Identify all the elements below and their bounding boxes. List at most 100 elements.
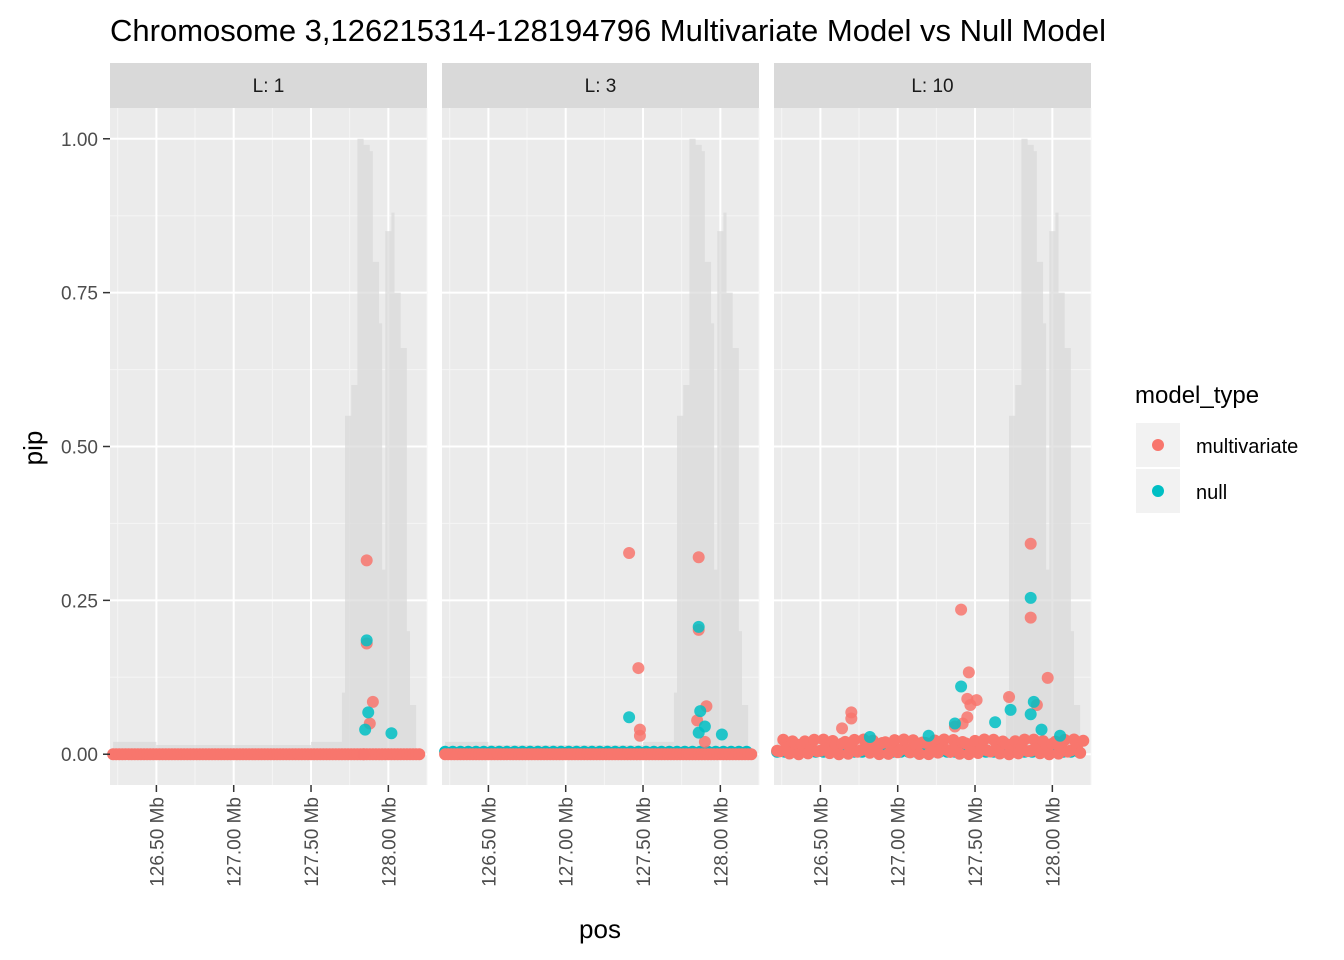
data-point-multivariate-baseline bbox=[1074, 746, 1087, 759]
data-point-null bbox=[692, 726, 705, 739]
data-point-null bbox=[385, 727, 398, 740]
x-tick-label: 126.50 Mb bbox=[479, 797, 500, 887]
data-point-null bbox=[623, 711, 636, 724]
facet-strip-label: L: 1 bbox=[253, 76, 285, 97]
x-tick-label: 127.50 Mb bbox=[634, 797, 655, 887]
facet-strip-label: L: 10 bbox=[911, 76, 953, 97]
data-point-multivariate-baseline bbox=[962, 748, 975, 761]
x-tick-label: 127.50 Mb bbox=[966, 797, 987, 887]
data-point-multivariate-baseline bbox=[1003, 748, 1016, 761]
y-tick-label: 0.00 bbox=[61, 745, 98, 766]
legend-title: model_type bbox=[1135, 382, 1259, 409]
data-point-multivariate-baseline bbox=[1067, 733, 1080, 746]
data-point-null bbox=[1027, 695, 1040, 708]
facet-panel: L: 10 126.50 Mb 127.00 Mb 127.50 Mb 128.00 M… bbox=[771, 63, 1092, 887]
y-tick-label: 1.00 bbox=[61, 130, 98, 151]
data-point-multivariate bbox=[1003, 690, 1016, 703]
x-tick-label: 127.00 Mb bbox=[889, 797, 910, 887]
facet-strip-label: L: 3 bbox=[585, 76, 617, 97]
background-profile bbox=[113, 138, 417, 755]
background-profile bbox=[445, 138, 749, 755]
legend-label: null bbox=[1196, 482, 1227, 504]
x-tick-label: 128.00 Mb bbox=[1043, 797, 1064, 887]
data-point-multivariate-baseline bbox=[832, 748, 845, 761]
data-point-multivariate bbox=[845, 712, 858, 725]
background-profile bbox=[777, 138, 1081, 755]
legend-swatch-multivariate bbox=[1152, 439, 1164, 451]
data-point-multivariate-baseline bbox=[848, 733, 861, 746]
data-point-multivariate-baseline bbox=[897, 733, 910, 746]
data-point-null bbox=[359, 723, 372, 736]
chart-title: Chromosome 3,126215314-128194796 Multiva… bbox=[110, 13, 1106, 48]
data-point-multivariate-baseline bbox=[413, 748, 426, 761]
data-point-null bbox=[1024, 591, 1037, 604]
data-point-null bbox=[1035, 723, 1048, 736]
y-tick-label: 0.75 bbox=[61, 284, 98, 305]
x-tick-label: 128.00 Mb bbox=[379, 797, 400, 887]
data-point-multivariate bbox=[1024, 611, 1037, 624]
x-tick-label: 127.50 Mb bbox=[302, 797, 323, 887]
data-point-null bbox=[955, 680, 968, 693]
data-point-multivariate bbox=[836, 722, 849, 735]
data-point-null bbox=[948, 717, 961, 730]
data-point-multivariate-baseline bbox=[938, 733, 951, 746]
facet-panel: L: 3 126.50 Mb 127.00 Mb 127.50 Mb 128.00 Mb bbox=[439, 63, 760, 887]
data-point-multivariate-baseline bbox=[978, 733, 991, 746]
data-point-multivariate bbox=[623, 546, 636, 559]
data-point-multivariate-baseline bbox=[1043, 748, 1056, 761]
x-tick-label: 126.50 Mb bbox=[147, 797, 168, 887]
data-point-multivariate bbox=[357, 748, 370, 761]
data-point-null bbox=[360, 634, 373, 647]
y-axis-label: pip bbox=[18, 431, 48, 466]
x-tick-label: 127.00 Mb bbox=[225, 797, 246, 887]
y-tick-label: 0.50 bbox=[61, 438, 98, 459]
x-tick-label: 127.00 Mb bbox=[557, 797, 578, 887]
data-point-multivariate bbox=[964, 698, 977, 711]
facet-strip bbox=[110, 63, 427, 108]
data-point-multivariate-baseline bbox=[808, 733, 821, 746]
data-point-null bbox=[989, 716, 1002, 729]
x-tick-label: 128.00 Mb bbox=[711, 797, 732, 887]
data-point-multivariate bbox=[632, 662, 645, 675]
legend: model_type multivariate null bbox=[1135, 382, 1298, 513]
y-tick-label: 0.25 bbox=[61, 591, 98, 612]
data-point-multivariate-baseline bbox=[1018, 733, 1031, 746]
legend-label: multivariate bbox=[1196, 436, 1298, 458]
data-point-multivariate-baseline bbox=[913, 747, 926, 760]
data-point-multivariate bbox=[633, 729, 646, 742]
x-tick-label: 126.50 Mb bbox=[811, 797, 832, 887]
data-point-multivariate-baseline bbox=[873, 748, 886, 761]
data-point-null bbox=[1024, 708, 1037, 721]
data-point-multivariate bbox=[366, 695, 379, 708]
facet-strip bbox=[442, 63, 759, 108]
data-point-multivariate bbox=[1041, 671, 1054, 684]
data-point-multivariate bbox=[955, 603, 968, 616]
facet-panel: L: 1 126.50 Mb 127.00 Mb 127.50 Mb 128.00 Mb bbox=[107, 63, 428, 887]
data-point-multivariate bbox=[962, 666, 975, 679]
facet-strip bbox=[774, 63, 1091, 108]
data-point-multivariate-baseline bbox=[783, 747, 796, 760]
x-axis-label: pos bbox=[579, 914, 621, 944]
data-point-null bbox=[1004, 703, 1017, 716]
data-point-multivariate-baseline bbox=[993, 747, 1006, 760]
data-point-null bbox=[694, 705, 707, 718]
data-point-null bbox=[922, 729, 935, 742]
data-point-multivariate-baseline bbox=[792, 748, 805, 761]
facet-panels: L: 1 126.50 Mb 127.00 Mb 127.50 Mb 128.00 Mb… bbox=[61, 63, 1092, 887]
data-point-multivariate bbox=[1024, 537, 1037, 550]
data-point-null bbox=[863, 730, 876, 743]
data-point-multivariate-baseline bbox=[823, 747, 836, 760]
legend-swatch-null bbox=[1152, 485, 1164, 497]
data-point-multivariate-baseline bbox=[745, 748, 758, 761]
data-point-multivariate-baseline bbox=[1077, 734, 1090, 747]
data-point-null bbox=[362, 706, 375, 719]
data-point-null bbox=[692, 620, 705, 633]
data-point-multivariate-baseline bbox=[953, 747, 966, 760]
data-point-multivariate-baseline bbox=[1033, 747, 1046, 760]
data-point-null bbox=[1054, 729, 1067, 742]
data-point-multivariate bbox=[692, 551, 705, 564]
data-point-multivariate-baseline bbox=[888, 734, 901, 747]
data-point-null bbox=[715, 728, 728, 741]
data-point-multivariate bbox=[698, 735, 711, 748]
